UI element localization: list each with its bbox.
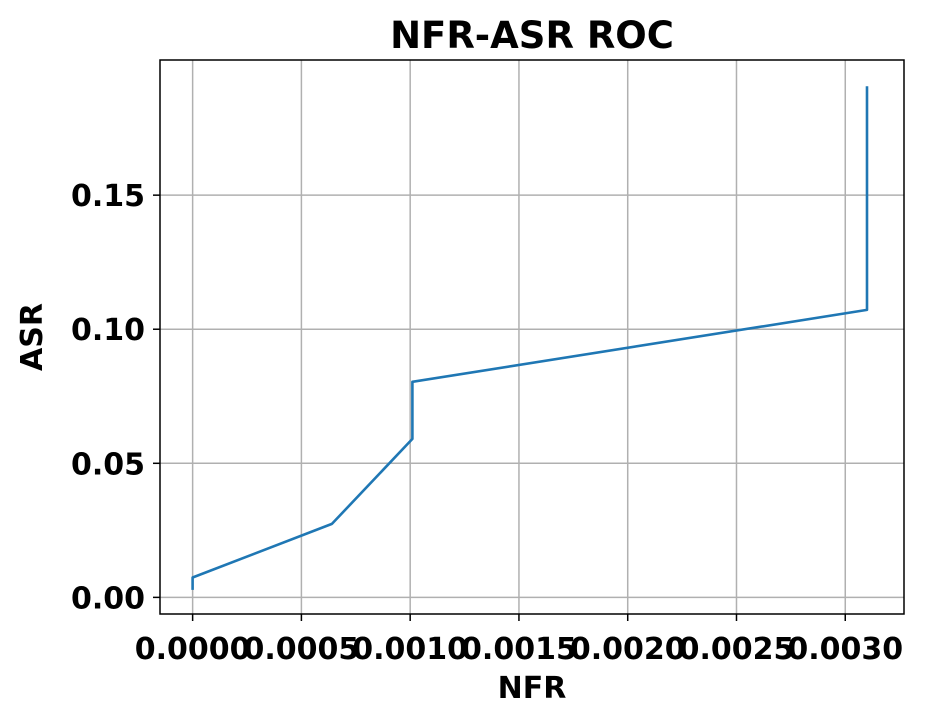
y-axis-label: ASR xyxy=(15,303,50,371)
y-tick-label: 0.05 xyxy=(71,447,145,482)
x-tick-label: 0.0000 xyxy=(135,632,251,667)
series xyxy=(191,86,869,590)
x-tick-label: 0.0015 xyxy=(461,632,577,667)
plot-frame xyxy=(159,59,905,615)
y-tick-label: 0.15 xyxy=(71,179,145,214)
series-line xyxy=(191,86,869,590)
y-tick-label: 0.00 xyxy=(71,581,145,616)
x-axis-label: NFR xyxy=(498,671,567,706)
chart-title: NFR-ASR ROC xyxy=(390,14,674,57)
x-tick-label: 0.0010 xyxy=(352,632,468,667)
y-axis-ticks: 0.00 0.05 0.10 0.15 xyxy=(71,179,160,616)
x-tick-label: 0.0030 xyxy=(787,632,903,667)
grid xyxy=(160,60,904,614)
x-tick-label: 0.0025 xyxy=(679,632,795,667)
y-tick-label: 0.10 xyxy=(71,313,145,348)
x-tick-label: 0.0020 xyxy=(570,632,686,667)
x-tick-label: 0.0005 xyxy=(244,632,360,667)
x-axis-ticks: 0.00000.00050.00100.00150.00200.00250.00… xyxy=(135,614,903,667)
